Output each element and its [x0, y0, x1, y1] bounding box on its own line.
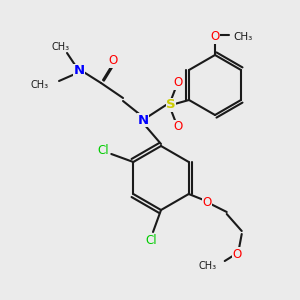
Text: O: O — [202, 196, 212, 208]
Text: CH₃: CH₃ — [52, 42, 70, 52]
Text: O: O — [173, 121, 183, 134]
Text: S: S — [166, 98, 176, 112]
Text: O: O — [232, 248, 242, 260]
Text: Cl: Cl — [145, 233, 157, 247]
Text: O: O — [210, 31, 220, 44]
Text: O: O — [108, 55, 118, 68]
Text: N: N — [137, 113, 148, 127]
Text: CH₃: CH₃ — [233, 32, 252, 42]
Text: O: O — [173, 76, 183, 89]
Text: Cl: Cl — [98, 143, 109, 157]
Text: CH₃: CH₃ — [31, 80, 49, 90]
Text: N: N — [74, 64, 85, 77]
Text: CH₃: CH₃ — [199, 261, 217, 271]
